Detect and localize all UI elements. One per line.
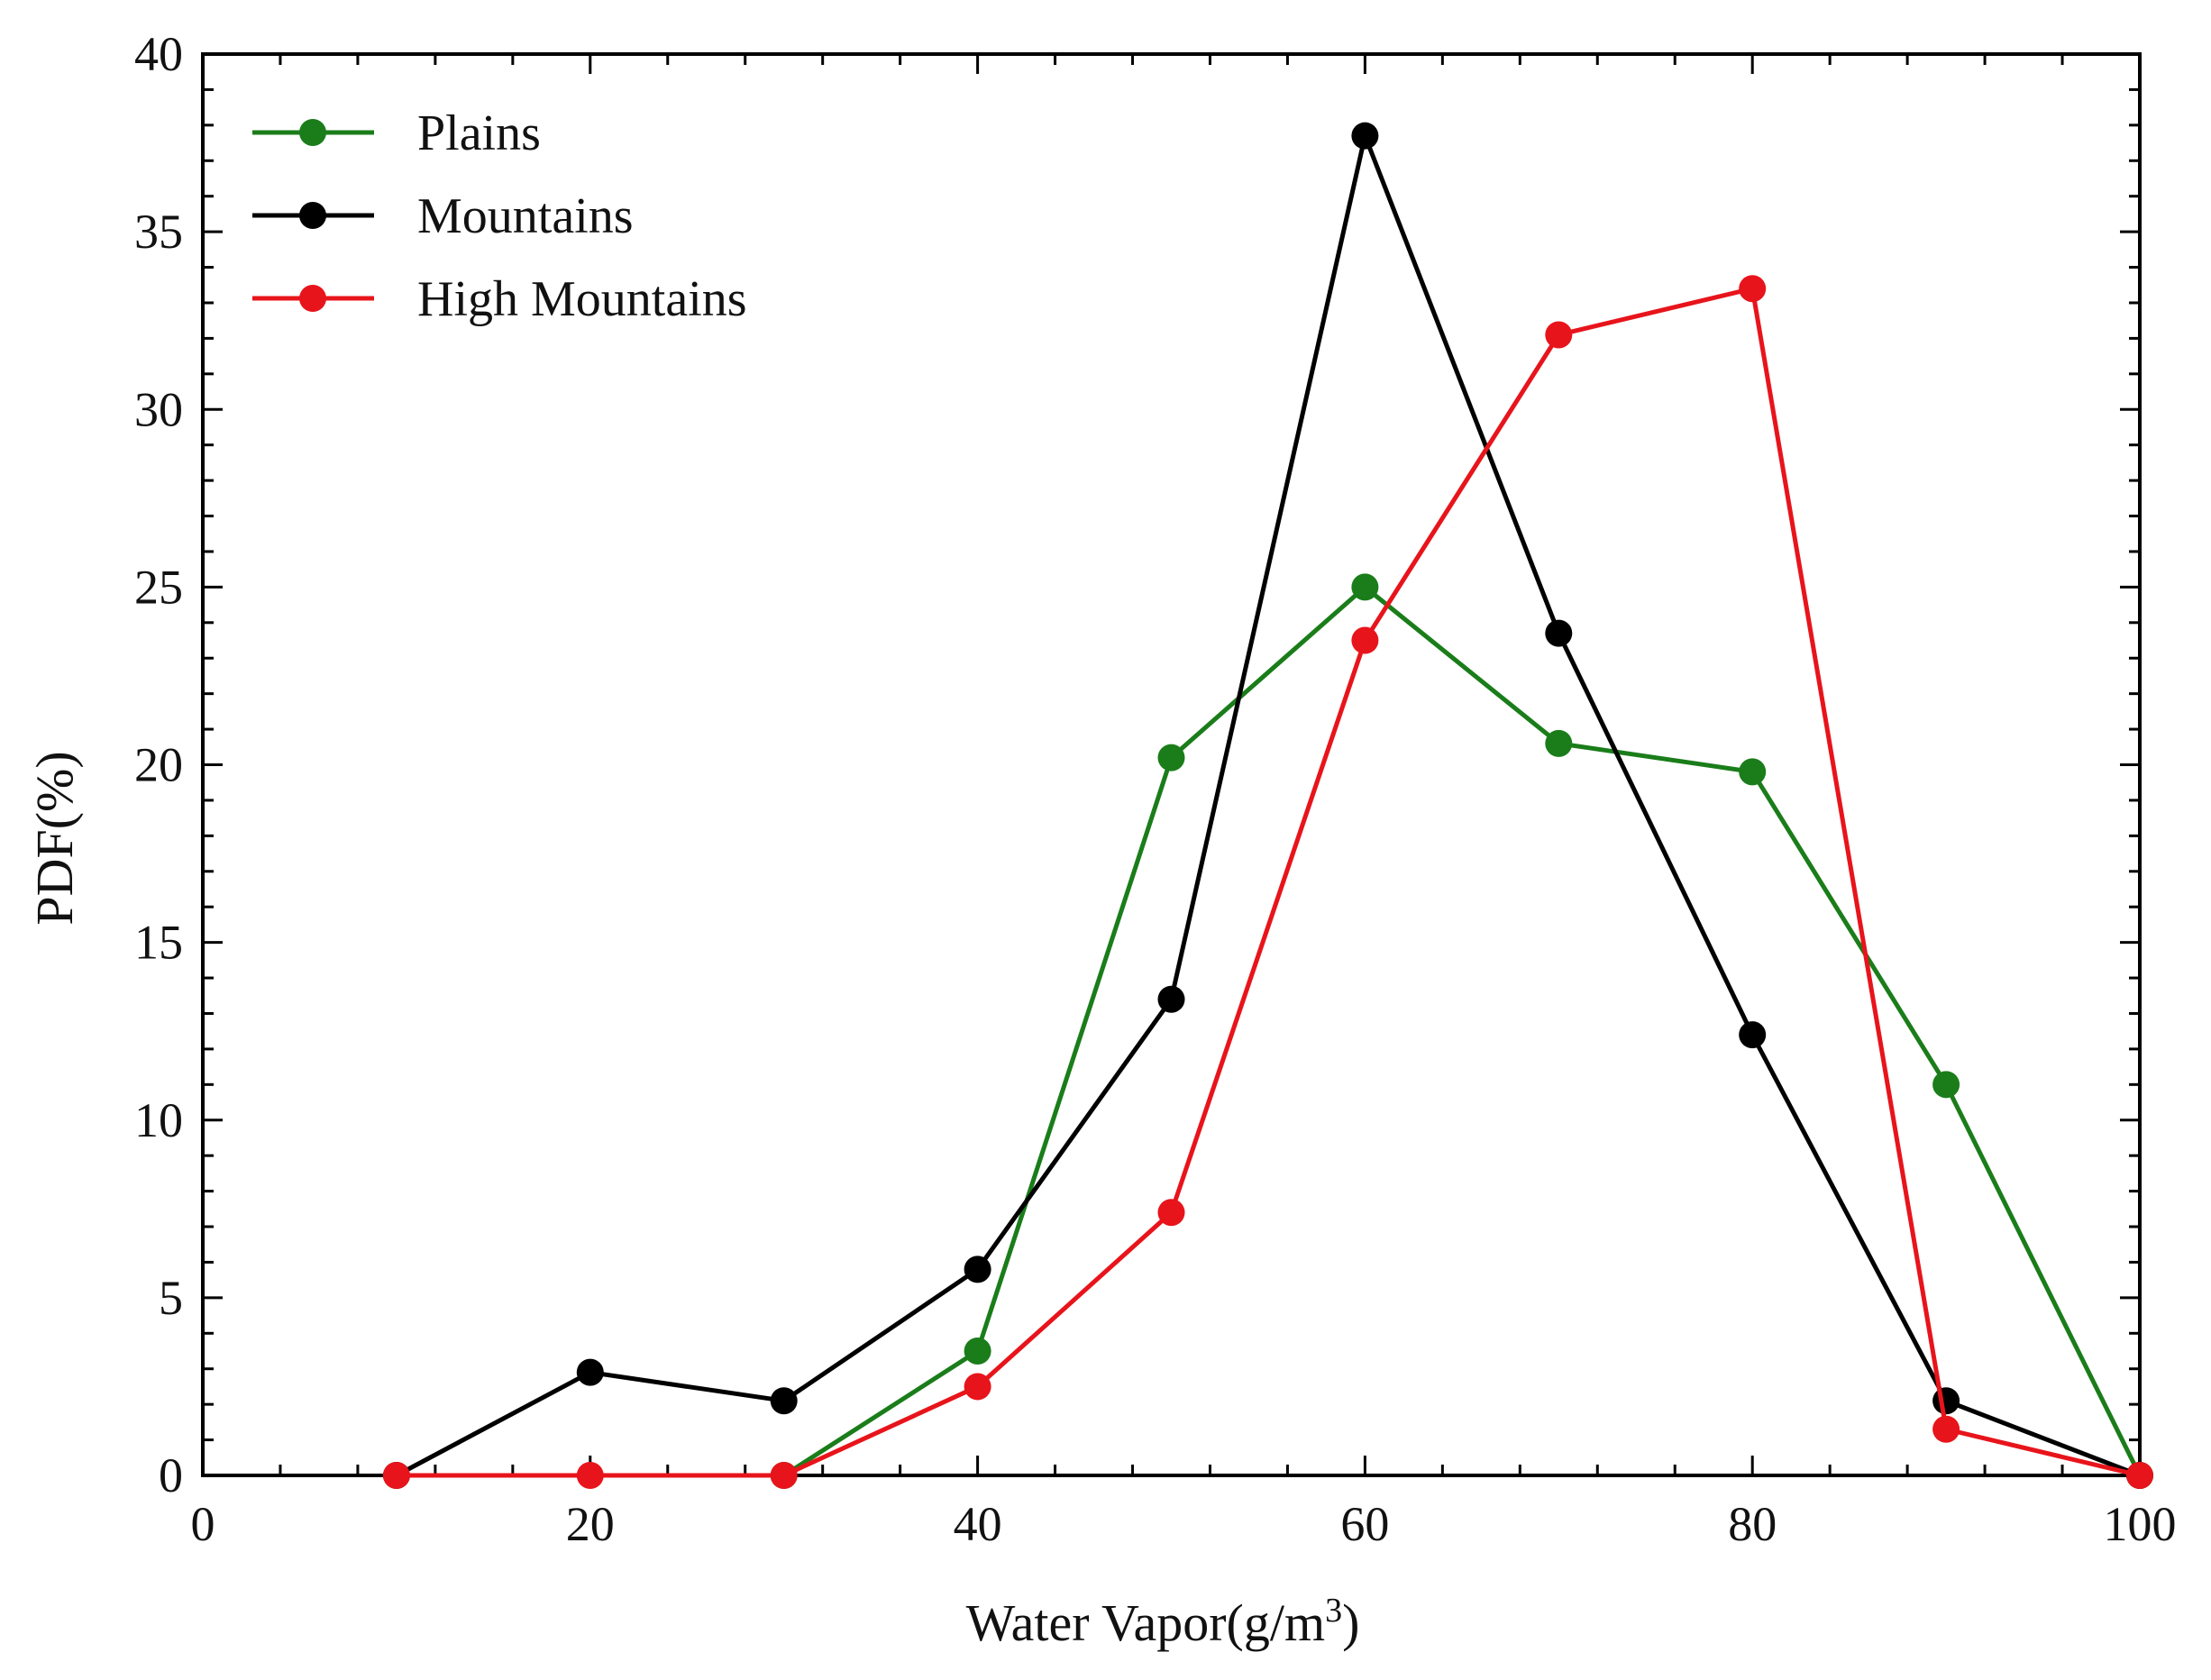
- y-tick-label: 10: [134, 1093, 183, 1147]
- data-point-plains: [1157, 744, 1185, 772]
- data-point-high-mountains: [1351, 626, 1379, 654]
- legend-label: Plains: [417, 105, 541, 161]
- y-tick-label: 0: [159, 1448, 183, 1502]
- y-tick-label: 30: [134, 382, 183, 436]
- data-point-mountains: [1157, 985, 1185, 1013]
- data-point-high-mountains: [964, 1373, 991, 1401]
- series-group: [382, 122, 2153, 1489]
- data-point-plains: [964, 1338, 991, 1365]
- legend-label: Mountains: [417, 188, 634, 244]
- data-point-mountains: [1932, 1387, 1960, 1415]
- data-point-high-mountains: [770, 1462, 798, 1489]
- x-axis-title-superscript: 3: [1325, 1592, 1342, 1630]
- data-point-plains: [1545, 729, 1573, 757]
- data-point-high-mountains: [2126, 1462, 2153, 1489]
- data-point-high-mountains: [1545, 321, 1573, 349]
- series-line-high-mountains: [396, 286, 2141, 1478]
- data-point-mountains: [1545, 619, 1573, 647]
- y-axis-title: PDF(%): [25, 751, 84, 925]
- legend-item-mountains: Mountains: [252, 188, 634, 244]
- legend-item-high-mountains: High Mountains: [252, 271, 747, 327]
- series-plains: [770, 573, 2153, 1489]
- data-point-plains: [1932, 1071, 1960, 1099]
- legend-swatch-marker: [299, 285, 326, 312]
- series-line-mountains: [395, 133, 2141, 1478]
- legend: Plains Mountains High Mountains: [252, 105, 747, 327]
- x-axis-title: Water Vapor(g/m3): [966, 1592, 1360, 1652]
- axes-group: 0 20 40 60 80 100 0 5 10 15 20 25 30 35 40: [134, 27, 2177, 1551]
- data-point-mountains: [1351, 122, 1379, 150]
- x-tick-label: 40: [954, 1497, 1002, 1551]
- x-tick-label: 0: [191, 1497, 215, 1551]
- series-mountains: [382, 122, 2153, 1489]
- data-point-plains: [1739, 758, 1767, 786]
- legend-item-plains: Plains: [252, 105, 541, 161]
- data-point-high-mountains: [1932, 1415, 1960, 1443]
- legend-label: High Mountains: [417, 271, 747, 327]
- data-point-mountains: [1739, 1021, 1767, 1049]
- x-tick-label: 100: [2104, 1497, 2177, 1551]
- data-point-mountains: [964, 1255, 991, 1283]
- x-tick-label: 80: [1728, 1497, 1777, 1551]
- data-point-high-mountains: [1157, 1199, 1185, 1227]
- data-point-mountains: [770, 1387, 798, 1415]
- y-tick-label: 5: [159, 1271, 183, 1325]
- y-tick-label: 20: [134, 738, 183, 792]
- data-point-high-mountains: [1739, 275, 1767, 303]
- x-tick-label: 60: [1340, 1497, 1389, 1551]
- legend-swatch-marker: [299, 202, 326, 229]
- series-high-mountains: [382, 275, 2153, 1489]
- x-tick-label: 20: [566, 1497, 615, 1551]
- data-point-mountains: [576, 1358, 604, 1386]
- data-point-high-mountains: [382, 1462, 410, 1489]
- legend-swatch-marker: [299, 119, 326, 146]
- series-line-plains: [782, 584, 2142, 1478]
- data-point-plains: [1351, 573, 1379, 601]
- data-point-high-mountains: [576, 1462, 604, 1489]
- y-tick-label: 25: [134, 560, 183, 614]
- y-tick-label: 15: [134, 916, 183, 970]
- y-tick-label: 35: [134, 205, 183, 259]
- y-tick-label: 40: [134, 27, 183, 81]
